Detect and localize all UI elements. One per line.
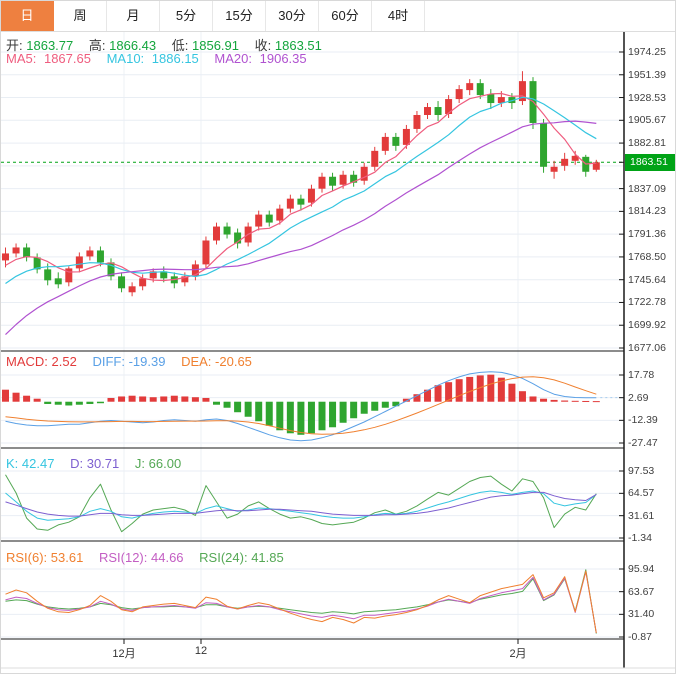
main-axis-label: 1837.09 (628, 182, 666, 195)
rsi-axis-label: -0.87 (628, 631, 652, 643)
d-label: D: (70, 456, 84, 471)
macd-row: MACD: 2.52 DIFF: -19.39 DEA: -20.65 (6, 354, 252, 369)
tab-m60[interactable]: 60分 (319, 1, 372, 31)
high-label: 高: (88, 38, 106, 53)
main-axis-label: 1882.81 (628, 137, 666, 150)
macd-axis-label: 17.78 (628, 369, 655, 381)
main-axis-label: 1928.53 (628, 91, 666, 104)
interval-tabbar: 日周月 5分 15分 30分 60分 4时 (1, 1, 675, 32)
j-value: 66.00 (148, 456, 182, 471)
ma10-value: 1886.15 (151, 51, 199, 66)
ma20-value: 1906.35 (259, 51, 307, 66)
tab-m15[interactable]: 15分 (213, 1, 266, 31)
macd-label: MACD: (6, 354, 48, 369)
rsi24-label: RSI(24): (199, 550, 248, 565)
ma-row: MA5: 1867.65 MA10: 1886.15 MA20: 1906.35 (6, 51, 307, 66)
k-value: 42.47 (21, 456, 55, 471)
tab-m5[interactable]: 5分 (160, 1, 213, 31)
ma20-label: MA20: (214, 51, 252, 66)
x-axis-label: 12月 (112, 648, 136, 660)
main-axis-label: 1768.50 (628, 250, 666, 263)
macd-value: 2.52 (51, 354, 77, 369)
tab-week[interactable]: 周 (54, 1, 107, 31)
kdj-axis-label: -1.34 (628, 532, 652, 544)
main-axis-label: 1951.39 (628, 68, 666, 81)
open-value: 1863.77 (26, 38, 74, 53)
main-axis-label: 1814.23 (628, 205, 666, 218)
low-label: 低: (171, 38, 189, 53)
current-price-tag: 1863.51 (625, 153, 675, 171)
main-axis-label: 1677.06 (628, 342, 666, 354)
close-value: 1863.51 (274, 38, 322, 53)
low-value: 1856.91 (192, 38, 239, 53)
diff-label: DIFF: (92, 354, 125, 369)
current-price-value: 1863.51 (630, 155, 668, 168)
d-value: 30.71 (86, 456, 120, 471)
k-label: K: (6, 456, 19, 471)
rsi-row: RSI(6): 53.61 RSI(12): 44.66 RSI(24): 41… (6, 550, 284, 565)
main-axis-label: 1974.25 (628, 46, 666, 58)
x-axis-label: 12 (194, 645, 208, 657)
rsi24-value: 41.85 (251, 550, 284, 565)
kdj-axis-label: 31.61 (628, 509, 655, 522)
rsi12-label: RSI(12): (98, 550, 148, 565)
diff-value: -19.39 (128, 354, 166, 369)
kdj-axis-label: 97.53 (628, 465, 655, 477)
j-label: J: (134, 456, 146, 471)
dea-value: -20.65 (215, 354, 252, 369)
rsi6-label: RSI(6): (6, 550, 48, 565)
macd-axis-label: -12.39 (628, 414, 658, 427)
main-axis-label: 1722.78 (628, 296, 666, 309)
tab-day[interactable]: 日 (1, 1, 54, 31)
main-axis-label: 1699.92 (628, 319, 666, 332)
tab-month[interactable]: 月 (107, 1, 160, 31)
main-axis-label: 1745.64 (628, 273, 666, 286)
ma10-label: MA10: (106, 51, 145, 66)
kdj-axis-label: 64.57 (628, 487, 655, 500)
close-label: 收: (254, 38, 272, 53)
main-axis-label: 1905.67 (628, 114, 666, 127)
rsi6-value: 53.61 (50, 550, 84, 565)
open-label: 开: (6, 38, 23, 53)
high-value: 1866.43 (109, 38, 157, 53)
rsi-axis-label: 95.94 (628, 563, 655, 575)
ma5-value: 1867.65 (43, 51, 91, 66)
ohlc-row: 开: 1863.77 高: 1866.43 低: 1856.91 收: 1863… (6, 35, 322, 54)
tab-m30[interactable]: 30分 (266, 1, 319, 31)
macd-axis-label: 2.69 (628, 391, 649, 404)
rsi-axis-label: 63.67 (628, 585, 655, 598)
macd-axis-label: -27.47 (628, 437, 658, 449)
ma5-label: MA5: (6, 51, 37, 66)
kdj-row: K: 42.47 D: 30.71 J: 66.00 (6, 456, 181, 471)
x-axis-label: 2月 (509, 648, 527, 660)
main-axis-label: 1791.36 (628, 228, 666, 241)
dea-label: DEA: (181, 354, 212, 369)
tab-h4[interactable]: 4时 (372, 1, 425, 31)
rsi12-value: 44.66 (151, 550, 184, 565)
rsi-axis-label: 31.40 (628, 608, 655, 621)
